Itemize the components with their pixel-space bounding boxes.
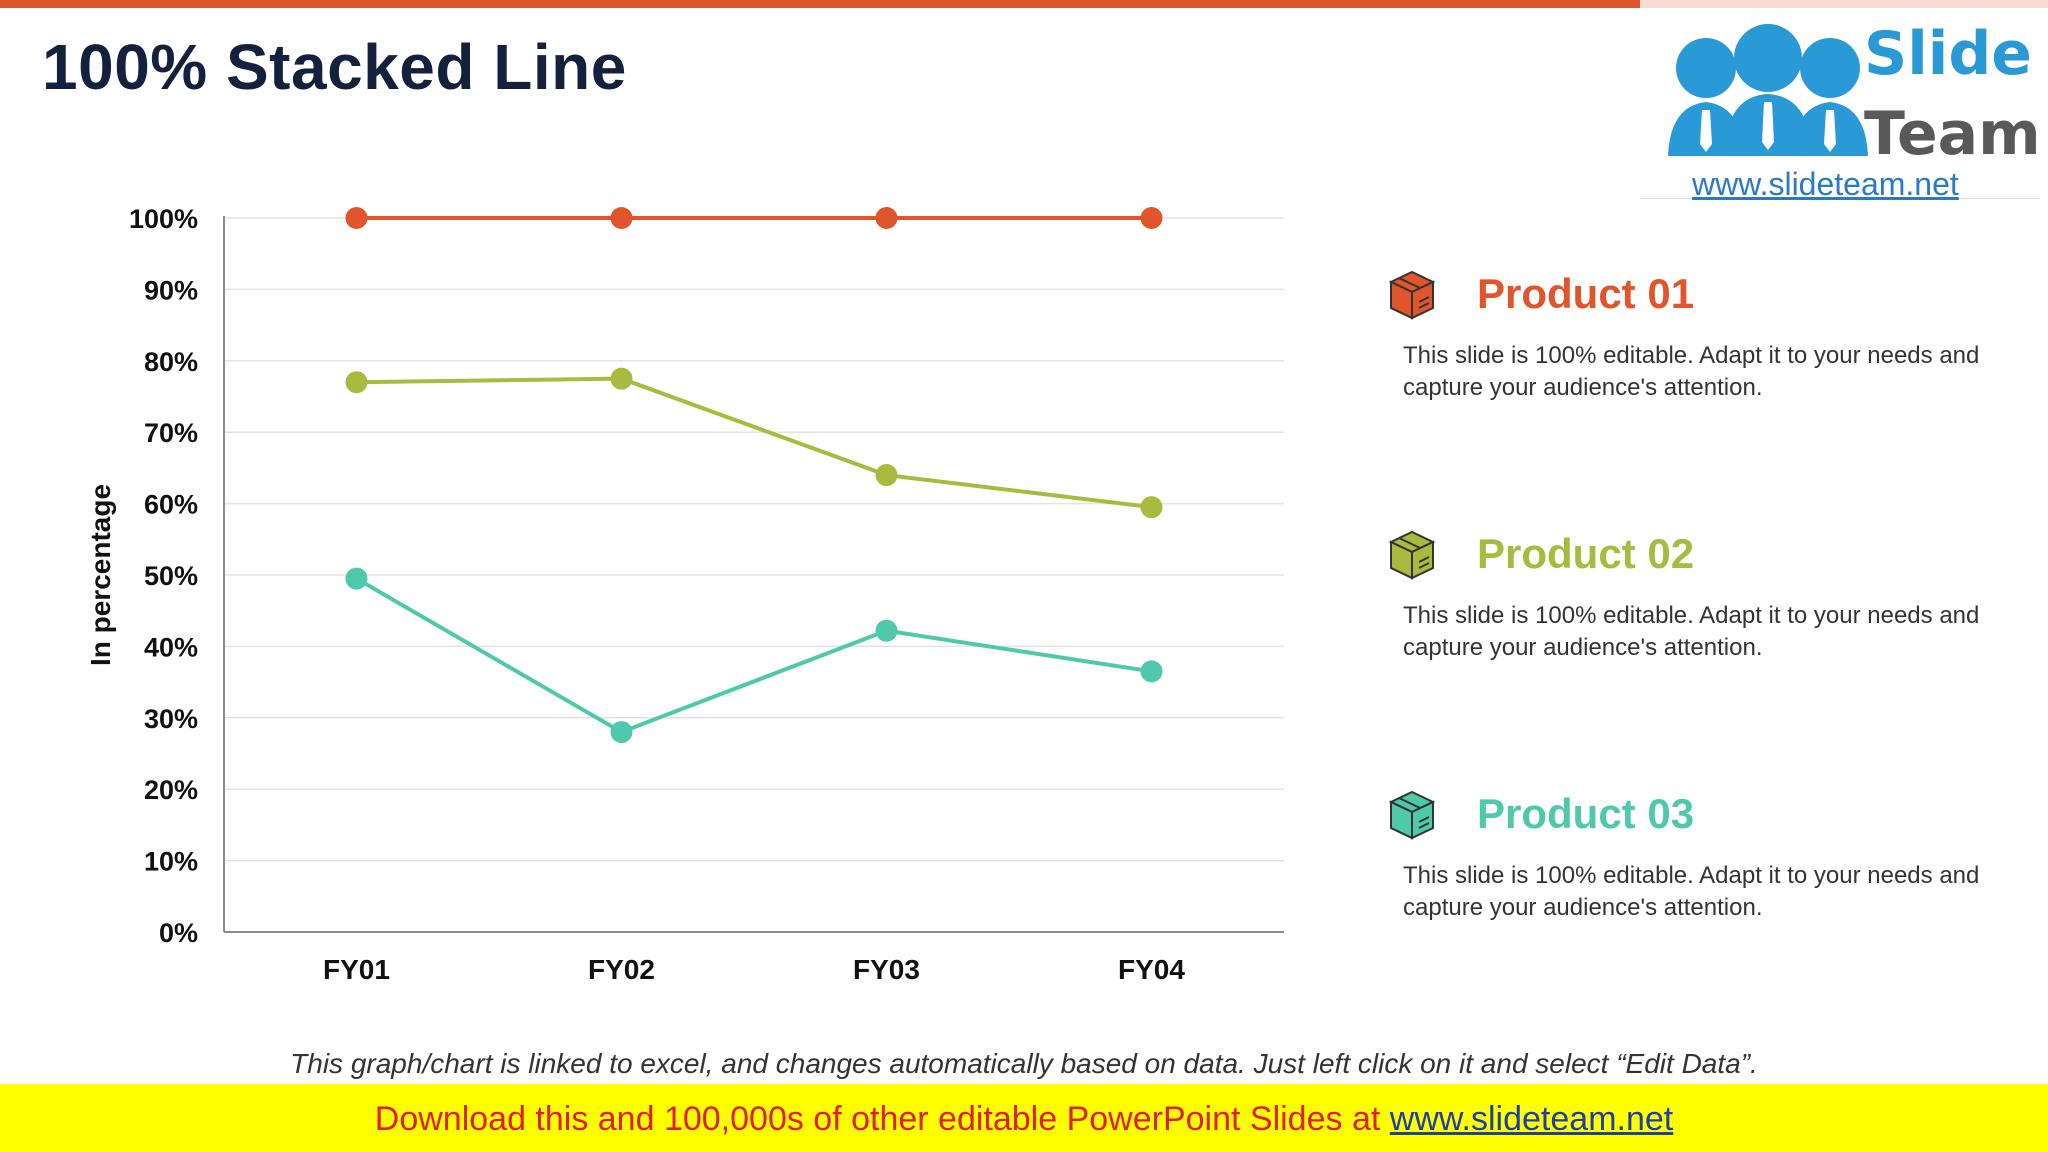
box-icon — [1388, 530, 1436, 580]
data-point — [875, 464, 898, 487]
data-point — [875, 207, 898, 229]
data-point — [610, 721, 633, 744]
legend-description: This slide is 100% editable. Adapt it to… — [1403, 862, 1980, 921]
data-point — [1140, 496, 1163, 519]
legend-name: Product 01 — [1477, 270, 1695, 317]
data-point — [1140, 660, 1163, 683]
y-tick-label: 60% — [144, 490, 198, 520]
x-tick-label: FY01 — [323, 954, 390, 985]
top-accent-bar-light — [1640, 0, 2048, 8]
chart-footnote: This graph/chart is linked to excel, and… — [290, 1048, 1758, 1079]
y-tick-label: 40% — [144, 632, 198, 662]
y-tick-label: 10% — [144, 847, 198, 877]
banner-text: Download this and 100,000s of other edit… — [0, 1100, 2048, 1139]
box-icon — [1388, 270, 1436, 320]
legend-description: This slide is 100% editable. Adapt it to… — [1403, 342, 1980, 401]
y-tick-label: 50% — [144, 561, 198, 591]
y-tick-label: 20% — [144, 775, 198, 805]
line-chart: 0% 10% 20% 30% 40% 50% 60% 70% 80% 90% 100% FY01 FY0… — [85, 204, 1284, 985]
slideteam-logo[interactable]: Slide Team www.slideteam.net — [1640, 8, 2041, 202]
top-accent-bar — [0, 0, 1640, 8]
y-tick-label: 100% — [129, 204, 198, 234]
y-tick-label: 80% — [144, 347, 198, 377]
y-tick-label: 30% — [144, 704, 198, 734]
series-line — [356, 376, 1152, 510]
box-icon — [1388, 790, 1436, 840]
data-point — [1140, 207, 1163, 229]
y-tick-label: 0% — [159, 918, 198, 948]
data-point — [345, 567, 368, 590]
x-tick-label: FY02 — [588, 954, 655, 985]
data-point — [345, 207, 368, 229]
page-title: 100% Stacked Line — [42, 31, 627, 103]
series-line — [355, 576, 1152, 735]
logo-word-team: Team — [1864, 99, 2041, 169]
download-banner: Download this and 100,000s of other edit… — [0, 1084, 2048, 1152]
logo-people-icon — [1668, 24, 1868, 156]
logo-word-slide: Slide — [1864, 19, 2032, 89]
data-point — [345, 371, 368, 394]
banner-message: Download this and 100,000s of other edit… — [374, 1100, 1390, 1138]
logo-url-link[interactable]: www.slideteam.net — [1692, 166, 1959, 202]
data-point — [610, 367, 633, 390]
x-tick-label: FY04 — [1118, 954, 1185, 985]
legend-name: Product 02 — [1477, 530, 1695, 577]
x-tick-label: FY03 — [853, 954, 920, 985]
y-tick-label: 90% — [144, 275, 198, 305]
banner-link[interactable]: www.slideteam.net — [1389, 1100, 1674, 1138]
y-tick-label: 70% — [144, 418, 198, 448]
data-point — [875, 619, 898, 642]
data-point — [610, 207, 633, 229]
legend-description: This slide is 100% editable. Adapt it to… — [1403, 602, 1980, 661]
legend-name: Product 03 — [1477, 790, 1695, 837]
y-axis-title: In percentage — [85, 484, 116, 666]
